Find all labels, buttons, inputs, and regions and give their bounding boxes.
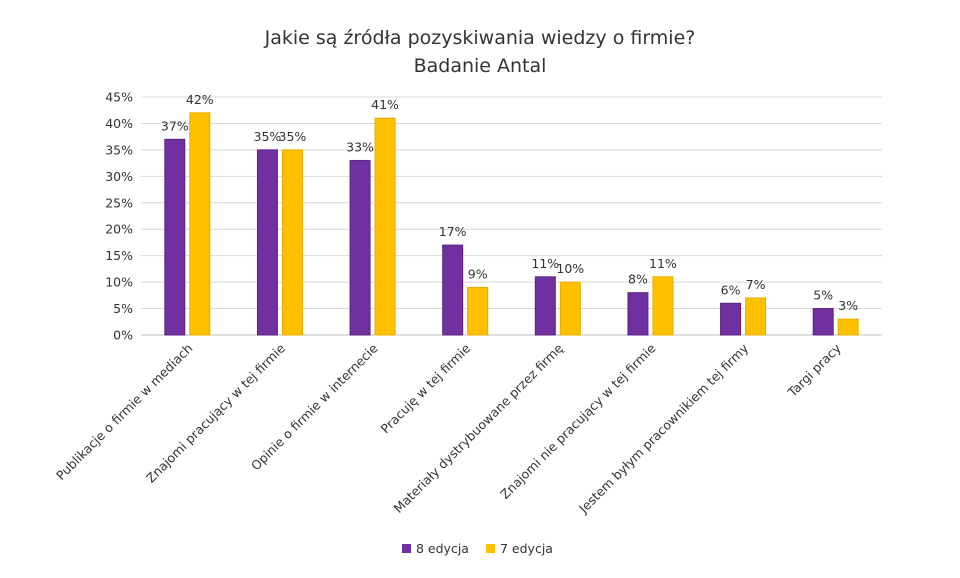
bar-series-8 bbox=[720, 302, 742, 336]
x-tick-label: Materiały dystrybuowane przez firmę bbox=[391, 340, 567, 516]
data-label: 42% bbox=[186, 92, 214, 107]
data-label: 7% bbox=[746, 277, 766, 292]
bar-series-7 bbox=[189, 112, 211, 336]
y-tick-label: 15% bbox=[105, 248, 133, 263]
data-label: 37% bbox=[161, 118, 189, 133]
y-tick-label: 45% bbox=[105, 90, 133, 105]
data-label: 11% bbox=[531, 256, 559, 271]
legend-swatch bbox=[402, 544, 411, 553]
gridlines bbox=[141, 96, 882, 336]
data-label: 10% bbox=[556, 261, 584, 276]
data-label: 8% bbox=[628, 272, 648, 287]
data-label: 35% bbox=[254, 129, 282, 144]
bar-series-7 bbox=[374, 117, 396, 336]
legend-label: 8 edycja bbox=[416, 541, 469, 556]
bar-series-8 bbox=[812, 308, 834, 336]
bar-series-7 bbox=[281, 149, 303, 336]
y-axis-ticks: 0% 5% 10% 15% 20% 25% 30% 35% 40% 45% bbox=[105, 90, 133, 343]
data-label: 9% bbox=[468, 266, 488, 281]
y-tick-label: 0% bbox=[113, 328, 133, 343]
bar-series-8 bbox=[256, 149, 278, 336]
data-label: 35% bbox=[279, 129, 307, 144]
bar-series-7 bbox=[745, 297, 767, 336]
data-label: 6% bbox=[721, 282, 741, 297]
data-label: 41% bbox=[371, 97, 399, 112]
data-label: 3% bbox=[838, 298, 858, 313]
bar-series-7 bbox=[559, 281, 581, 336]
chart-title: Jakie są źródła pozyskiwania wiedzy o fi… bbox=[264, 27, 696, 49]
x-tick-label: Znajomi nie pracujący w tej firmie bbox=[497, 340, 659, 502]
chart-subtitle: Badanie Antal bbox=[414, 55, 547, 77]
legend: 8 edycja 7 edycja bbox=[402, 541, 553, 556]
bar-series-8 bbox=[349, 159, 371, 336]
bar-series-7 bbox=[652, 276, 674, 336]
data-label: 11% bbox=[649, 256, 677, 271]
x-tick-label: Targi pracy bbox=[784, 340, 844, 400]
bar-series-8 bbox=[442, 244, 464, 336]
y-tick-label: 30% bbox=[105, 169, 133, 184]
bar-series-7 bbox=[467, 286, 489, 336]
y-tick-label: 25% bbox=[105, 195, 133, 210]
y-tick-label: 5% bbox=[113, 301, 133, 316]
legend-swatch bbox=[486, 544, 495, 553]
y-tick-label: 40% bbox=[105, 116, 133, 131]
data-label: 17% bbox=[439, 224, 467, 239]
data-labels: 37%42%35%35%33%41%17%9%11%10%8%11%6% 7%5%… bbox=[161, 92, 858, 313]
data-label: 5% bbox=[813, 288, 833, 303]
y-tick-label: 10% bbox=[105, 275, 133, 290]
bar-series-8 bbox=[164, 138, 186, 336]
x-tick-label: Pracuję w tej firmie bbox=[378, 340, 474, 436]
bars bbox=[164, 112, 859, 336]
legend-label: 7 edycja bbox=[500, 541, 553, 556]
x-tick-label: Jestem byłym pracownikiem tej firmy bbox=[575, 340, 751, 516]
bar-series-7 bbox=[837, 318, 859, 336]
y-tick-label: 35% bbox=[105, 142, 133, 157]
y-tick-label: 20% bbox=[105, 222, 133, 237]
data-label: 33% bbox=[346, 139, 374, 154]
bar-series-8 bbox=[627, 292, 649, 336]
bar-series-8 bbox=[534, 276, 556, 336]
